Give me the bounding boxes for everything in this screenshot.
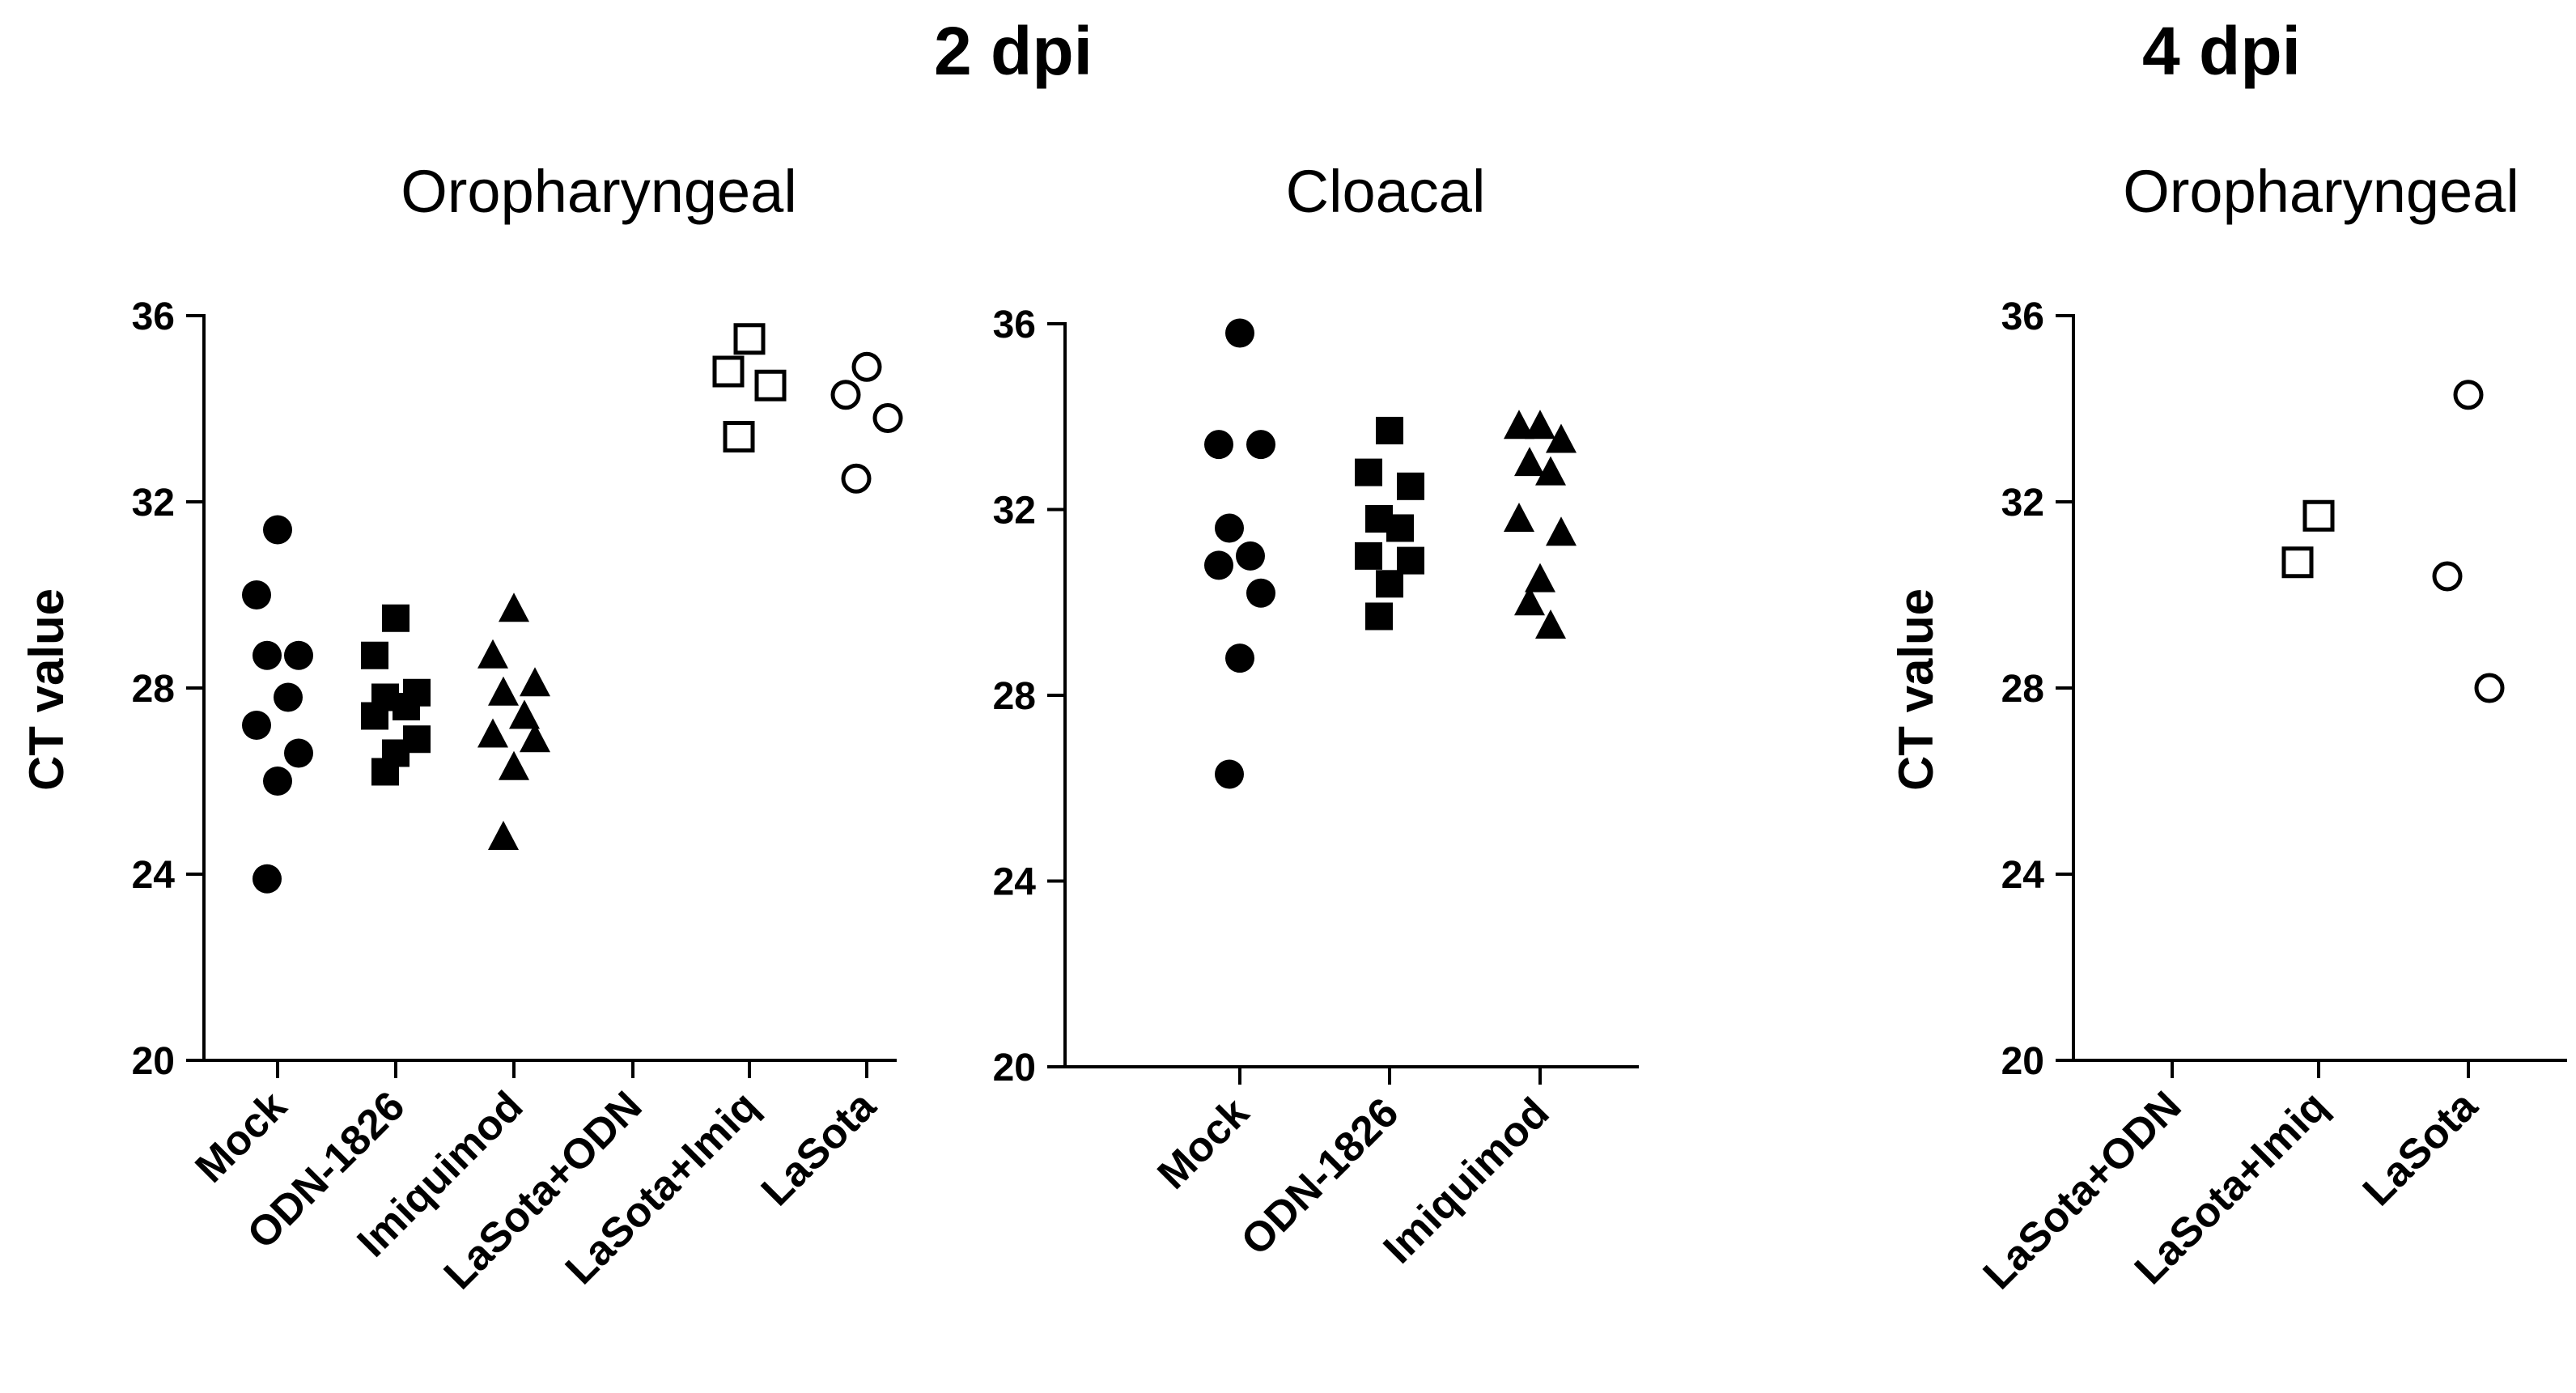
panel-title: Cloacal (1286, 158, 1486, 225)
header-2dpi: 2 dpi (934, 13, 1093, 89)
y-tick-label: 20 (132, 1040, 175, 1083)
data-point (1386, 514, 1414, 542)
data-point (1225, 318, 1254, 348)
y-tick-label: 28 (132, 668, 175, 711)
data-point (1215, 513, 1244, 543)
data-point (477, 639, 508, 669)
data-point (733, 323, 766, 355)
data-point (2453, 380, 2484, 410)
data-point (242, 580, 271, 609)
data-point (1397, 472, 1424, 500)
data-point (1376, 416, 1403, 444)
y-tick-label: 36 (993, 304, 1036, 346)
data-point (1225, 643, 1254, 673)
data-point (830, 380, 861, 410)
x-tick-label: Mock (1148, 1089, 1258, 1198)
data-point (1535, 456, 1566, 486)
data-point (263, 515, 292, 545)
data-point (284, 640, 313, 670)
data-point (361, 641, 388, 669)
y-tick-label: 36 (132, 295, 175, 338)
plot-area: 2024283236MockODN-1826ImiquimodLaSota+OD… (132, 295, 903, 1298)
data-point (1365, 602, 1393, 631)
y-axis-label: CT value (1889, 588, 1943, 791)
y-tick-label: 20 (2001, 1040, 2044, 1083)
data-point (1546, 423, 1577, 453)
data-point (1246, 430, 1275, 460)
data-point (520, 723, 550, 753)
x-tick-label: Imiquimod (1375, 1089, 1559, 1272)
data-point (1204, 430, 1233, 460)
data-point (253, 640, 282, 670)
data-point (1504, 410, 1534, 440)
data-point (841, 463, 872, 494)
data-point (274, 682, 303, 712)
data-point (488, 676, 519, 706)
panel-title: Oropharyngeal (401, 158, 797, 225)
data-point (2281, 546, 2314, 579)
data-point (253, 864, 282, 894)
data-point (1514, 447, 1545, 477)
data-point (2474, 673, 2505, 703)
y-tick-label: 24 (993, 861, 1037, 904)
x-tick-label: LaSota (753, 1082, 885, 1215)
data-point (723, 421, 755, 452)
data-point (1397, 546, 1424, 575)
data-point (393, 693, 420, 720)
panel-title: Oropharyngeal (2123, 158, 2519, 225)
data-point (1376, 570, 1403, 598)
header-4dpi: 4 dpi (2142, 13, 2301, 89)
data-point (712, 355, 745, 388)
data-point (1215, 759, 1244, 789)
data-point (1546, 516, 1577, 546)
data-point (2302, 499, 2335, 532)
y-tick-label: 24 (132, 854, 176, 897)
data-point (382, 604, 410, 632)
data-point (284, 738, 313, 768)
data-point (520, 667, 550, 697)
data-point (2432, 561, 2463, 592)
data-point (1535, 609, 1566, 639)
data-point (509, 699, 540, 729)
x-tick-label: LaSota (2354, 1082, 2487, 1215)
y-tick-label: 36 (2001, 295, 2044, 338)
data-point (371, 758, 399, 786)
data-point (1204, 550, 1233, 580)
y-tick-label: 28 (993, 675, 1036, 718)
data-point (1355, 458, 1382, 486)
data-point (754, 369, 787, 401)
panel-oropharyngeal-2dpi: Oropharyngeal CT value 2024283236MockODN… (19, 158, 903, 1298)
data-point (1246, 578, 1275, 608)
data-point (242, 711, 271, 740)
y-axis-label: CT value (19, 588, 74, 791)
data-point (1514, 586, 1545, 616)
x-tick-label: Mock (186, 1082, 295, 1191)
y-tick-label: 32 (993, 490, 1036, 533)
panel-oropharyngeal-4dpi: Oropharyngeal CT value 2024283236LaSota+… (1889, 158, 2567, 1298)
data-point (1504, 502, 1534, 532)
y-tick-label: 32 (2001, 482, 2044, 524)
y-tick-label: 20 (993, 1047, 1036, 1089)
data-point (477, 718, 508, 748)
data-point (1355, 541, 1382, 570)
data-point (872, 403, 903, 433)
data-point (1525, 410, 1555, 440)
y-tick-label: 28 (2001, 668, 2044, 711)
data-point (851, 351, 882, 382)
data-point (488, 821, 519, 850)
data-point (1525, 563, 1555, 592)
data-point (263, 767, 292, 796)
data-point (361, 702, 388, 730)
data-point (499, 592, 529, 622)
data-point (1236, 541, 1265, 571)
y-tick-label: 32 (132, 482, 175, 524)
data-point (499, 750, 529, 780)
y-tick-label: 24 (2001, 854, 2045, 897)
